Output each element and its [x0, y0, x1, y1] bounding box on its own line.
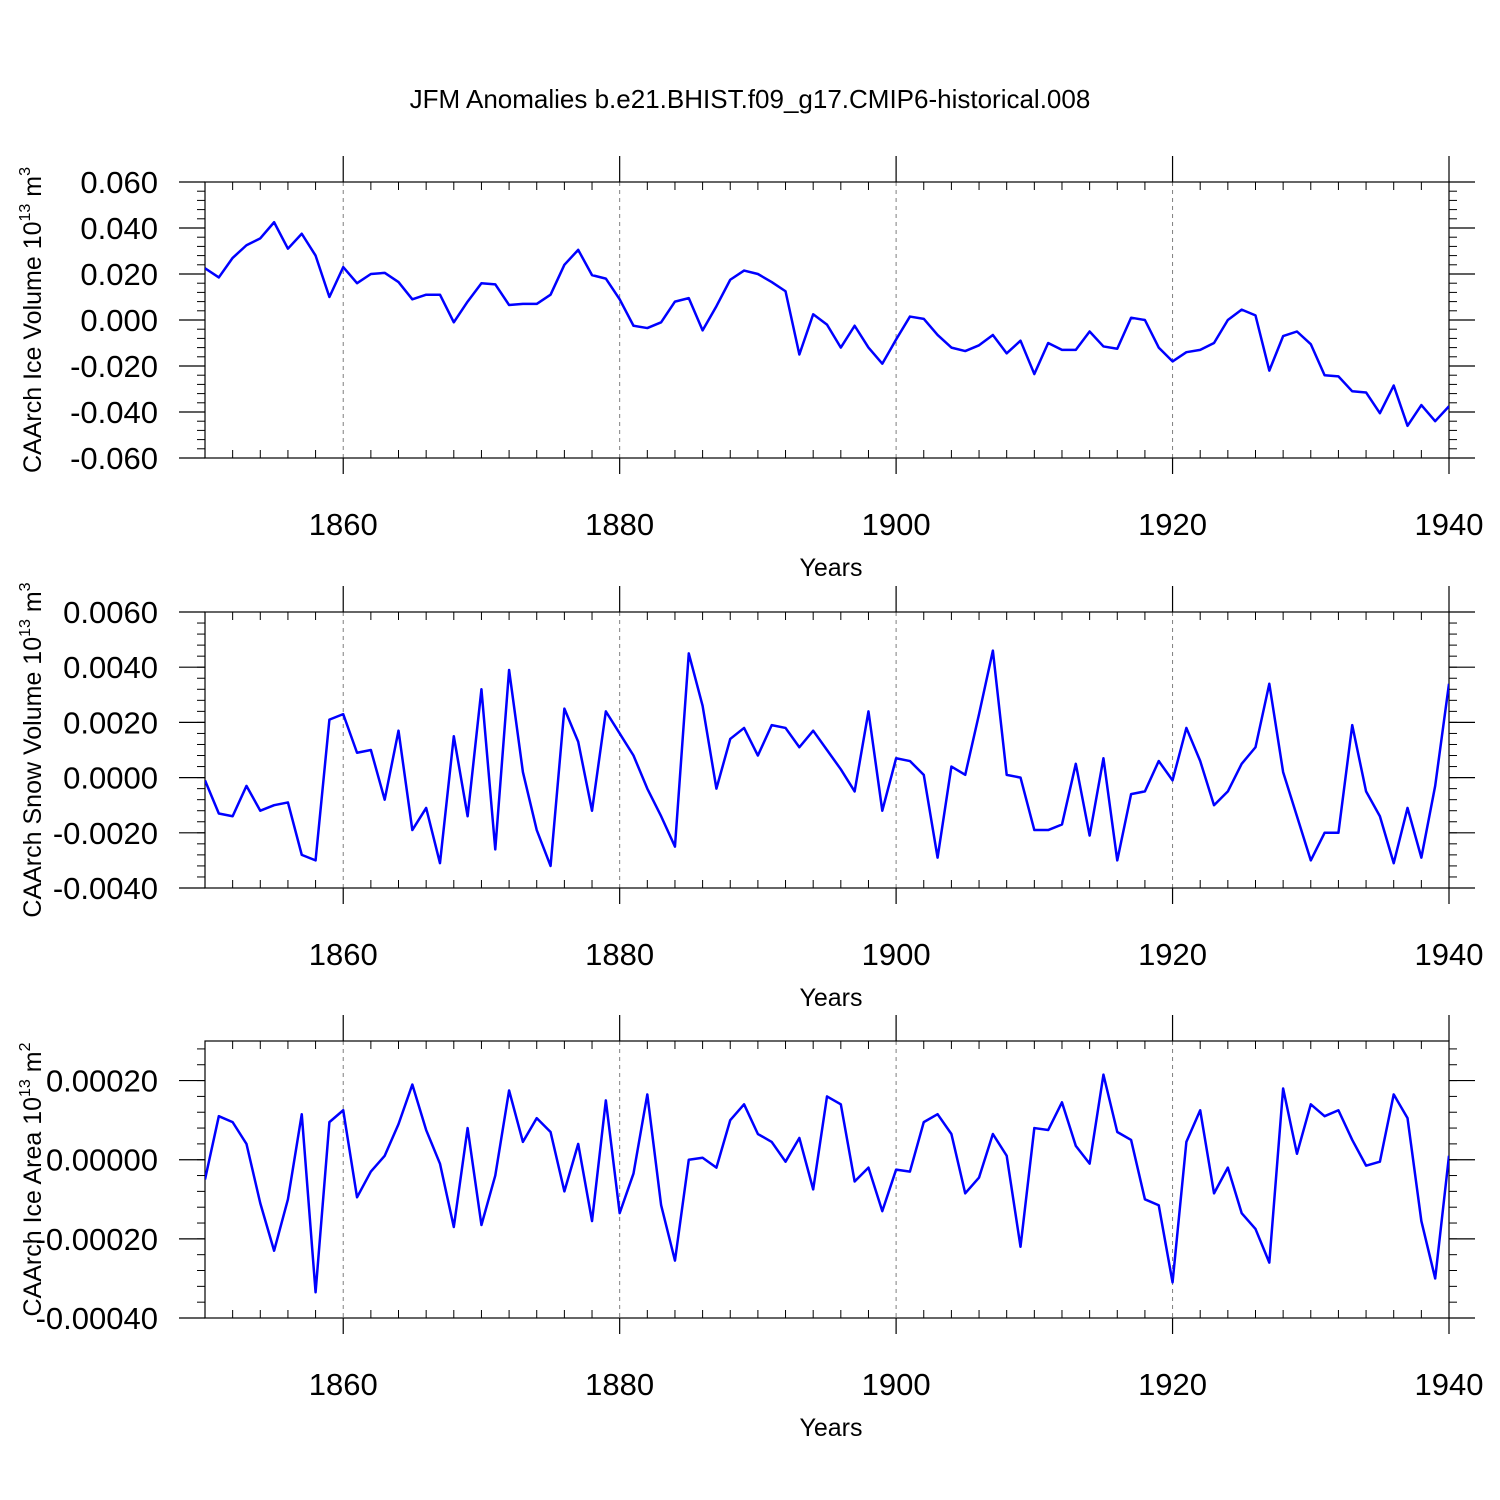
panel-1: 1860 1880 1900 1920 1940 0.060 0.040 0.020 0.000… — [17, 156, 1483, 582]
y-tick-label: -0.020 — [70, 349, 158, 384]
x-axis-title: Years — [799, 554, 862, 582]
y-tick-label: 0.00000 — [46, 1143, 158, 1178]
y-tick-label: 0.040 — [80, 211, 158, 246]
x-axis-title: Years — [799, 1414, 862, 1442]
x-tick-label: 1900 — [862, 1367, 931, 1402]
y-tick-label: -0.00040 — [36, 1301, 158, 1336]
y-tick-label: -0.0020 — [53, 816, 158, 851]
y-axis-title: CAArch Ice Volume 1013 m3 — [17, 167, 47, 473]
panel-3: 1860 1880 1900 1920 1940 0.00020 0.00000 -0.000… — [17, 1015, 1483, 1442]
x-tick-label: 1940 — [1415, 507, 1484, 542]
panel-2: 1860 1880 1900 1920 1940 0.0060 0.0040 0.0020 0.… — [17, 582, 1483, 1012]
x-tick-label: 1920 — [1138, 1367, 1207, 1402]
y-tick-label: 0.00020 — [46, 1064, 158, 1099]
y-axis-title: CAArch Ice Area 1013 m2 — [17, 1042, 47, 1316]
x-tick-label: 1920 — [1138, 937, 1207, 972]
x-axis-title: Years — [799, 984, 862, 1012]
y-tick-label: -0.040 — [70, 395, 158, 430]
series-line — [205, 649, 1449, 868]
x-tick-label: 1940 — [1415, 937, 1484, 972]
y-tick-label: 0.0000 — [63, 761, 158, 796]
x-tick-label: 1900 — [862, 937, 931, 972]
x-tick-label: 1920 — [1138, 507, 1207, 542]
y-tick-label: 0.060 — [80, 165, 158, 200]
series-line — [205, 1073, 1449, 1294]
y-tick-label: 0.0020 — [63, 705, 158, 740]
y-tick-label: 0.000 — [80, 303, 158, 338]
x-tick-label: 1880 — [585, 507, 654, 542]
plot-frame — [204, 1040, 1450, 1319]
x-tick-label: 1860 — [309, 507, 378, 542]
x-tick-label: 1860 — [309, 937, 378, 972]
y-tick-label: -0.0040 — [53, 871, 158, 906]
y-tick-label: -0.00020 — [36, 1222, 158, 1257]
y-tick-label: -0.060 — [70, 441, 158, 476]
x-tick-label: 1940 — [1415, 1367, 1484, 1402]
y-axis-title: CAArch Snow Volume 1013 m3 — [17, 582, 47, 917]
plot-frame — [204, 611, 1450, 889]
x-tick-label: 1880 — [585, 1367, 654, 1402]
plot-frame — [204, 181, 1450, 459]
x-tick-label: 1880 — [585, 937, 654, 972]
series-line — [205, 221, 1449, 428]
figure-title: JFM Anomalies b.e21.BHIST.f09_g17.CMIP6-… — [409, 84, 1091, 114]
y-tick-label: 0.0040 — [63, 650, 158, 685]
x-tick-label: 1860 — [309, 1367, 378, 1402]
x-tick-label: 1900 — [862, 507, 931, 542]
y-tick-label: 0.020 — [80, 257, 158, 292]
y-tick-label: 0.0060 — [63, 595, 158, 630]
